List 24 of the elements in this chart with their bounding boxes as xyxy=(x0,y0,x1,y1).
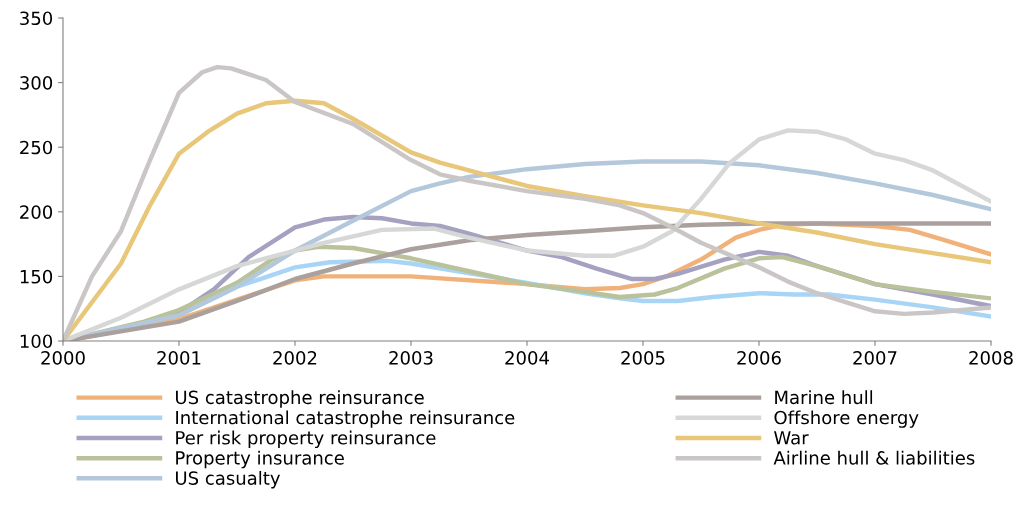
legend-label: Marine hull xyxy=(775,390,873,405)
legend-label: Airline hull & liabilities xyxy=(773,450,975,465)
legend-label: US casualty xyxy=(176,470,281,489)
x-tick-label: 2004 xyxy=(505,351,549,365)
x-tick-label: 2002 xyxy=(273,351,317,365)
y-tick-label: 250 xyxy=(20,140,53,155)
y-tick-label: 150 xyxy=(20,269,53,284)
legend-label: War xyxy=(774,431,809,445)
legend-label: International catastrophe reinsurance xyxy=(176,410,515,428)
legend-label: US catastrophe reinsurance xyxy=(176,390,424,408)
y-tick-label: 350 xyxy=(20,11,53,26)
x-tick-label: 2007 xyxy=(853,351,897,365)
y-tick-label: 100 xyxy=(20,334,53,349)
x-tick-label: 2008 xyxy=(969,351,1013,365)
x-tick-label: 2003 xyxy=(389,351,433,365)
x-tick-label: 2005 xyxy=(621,351,665,365)
x-tick-label: 2000 xyxy=(41,351,85,365)
y-tick-label: 300 xyxy=(20,76,53,90)
legend-label: Per risk property reinsurance xyxy=(176,430,436,449)
y-tick-label: 200 xyxy=(20,205,53,219)
legend-label: Property insurance xyxy=(176,450,344,469)
x-tick-label: 2001 xyxy=(157,351,201,365)
x-tick-label: 2006 xyxy=(737,351,781,365)
legend-label: Offshore energy xyxy=(774,410,919,428)
